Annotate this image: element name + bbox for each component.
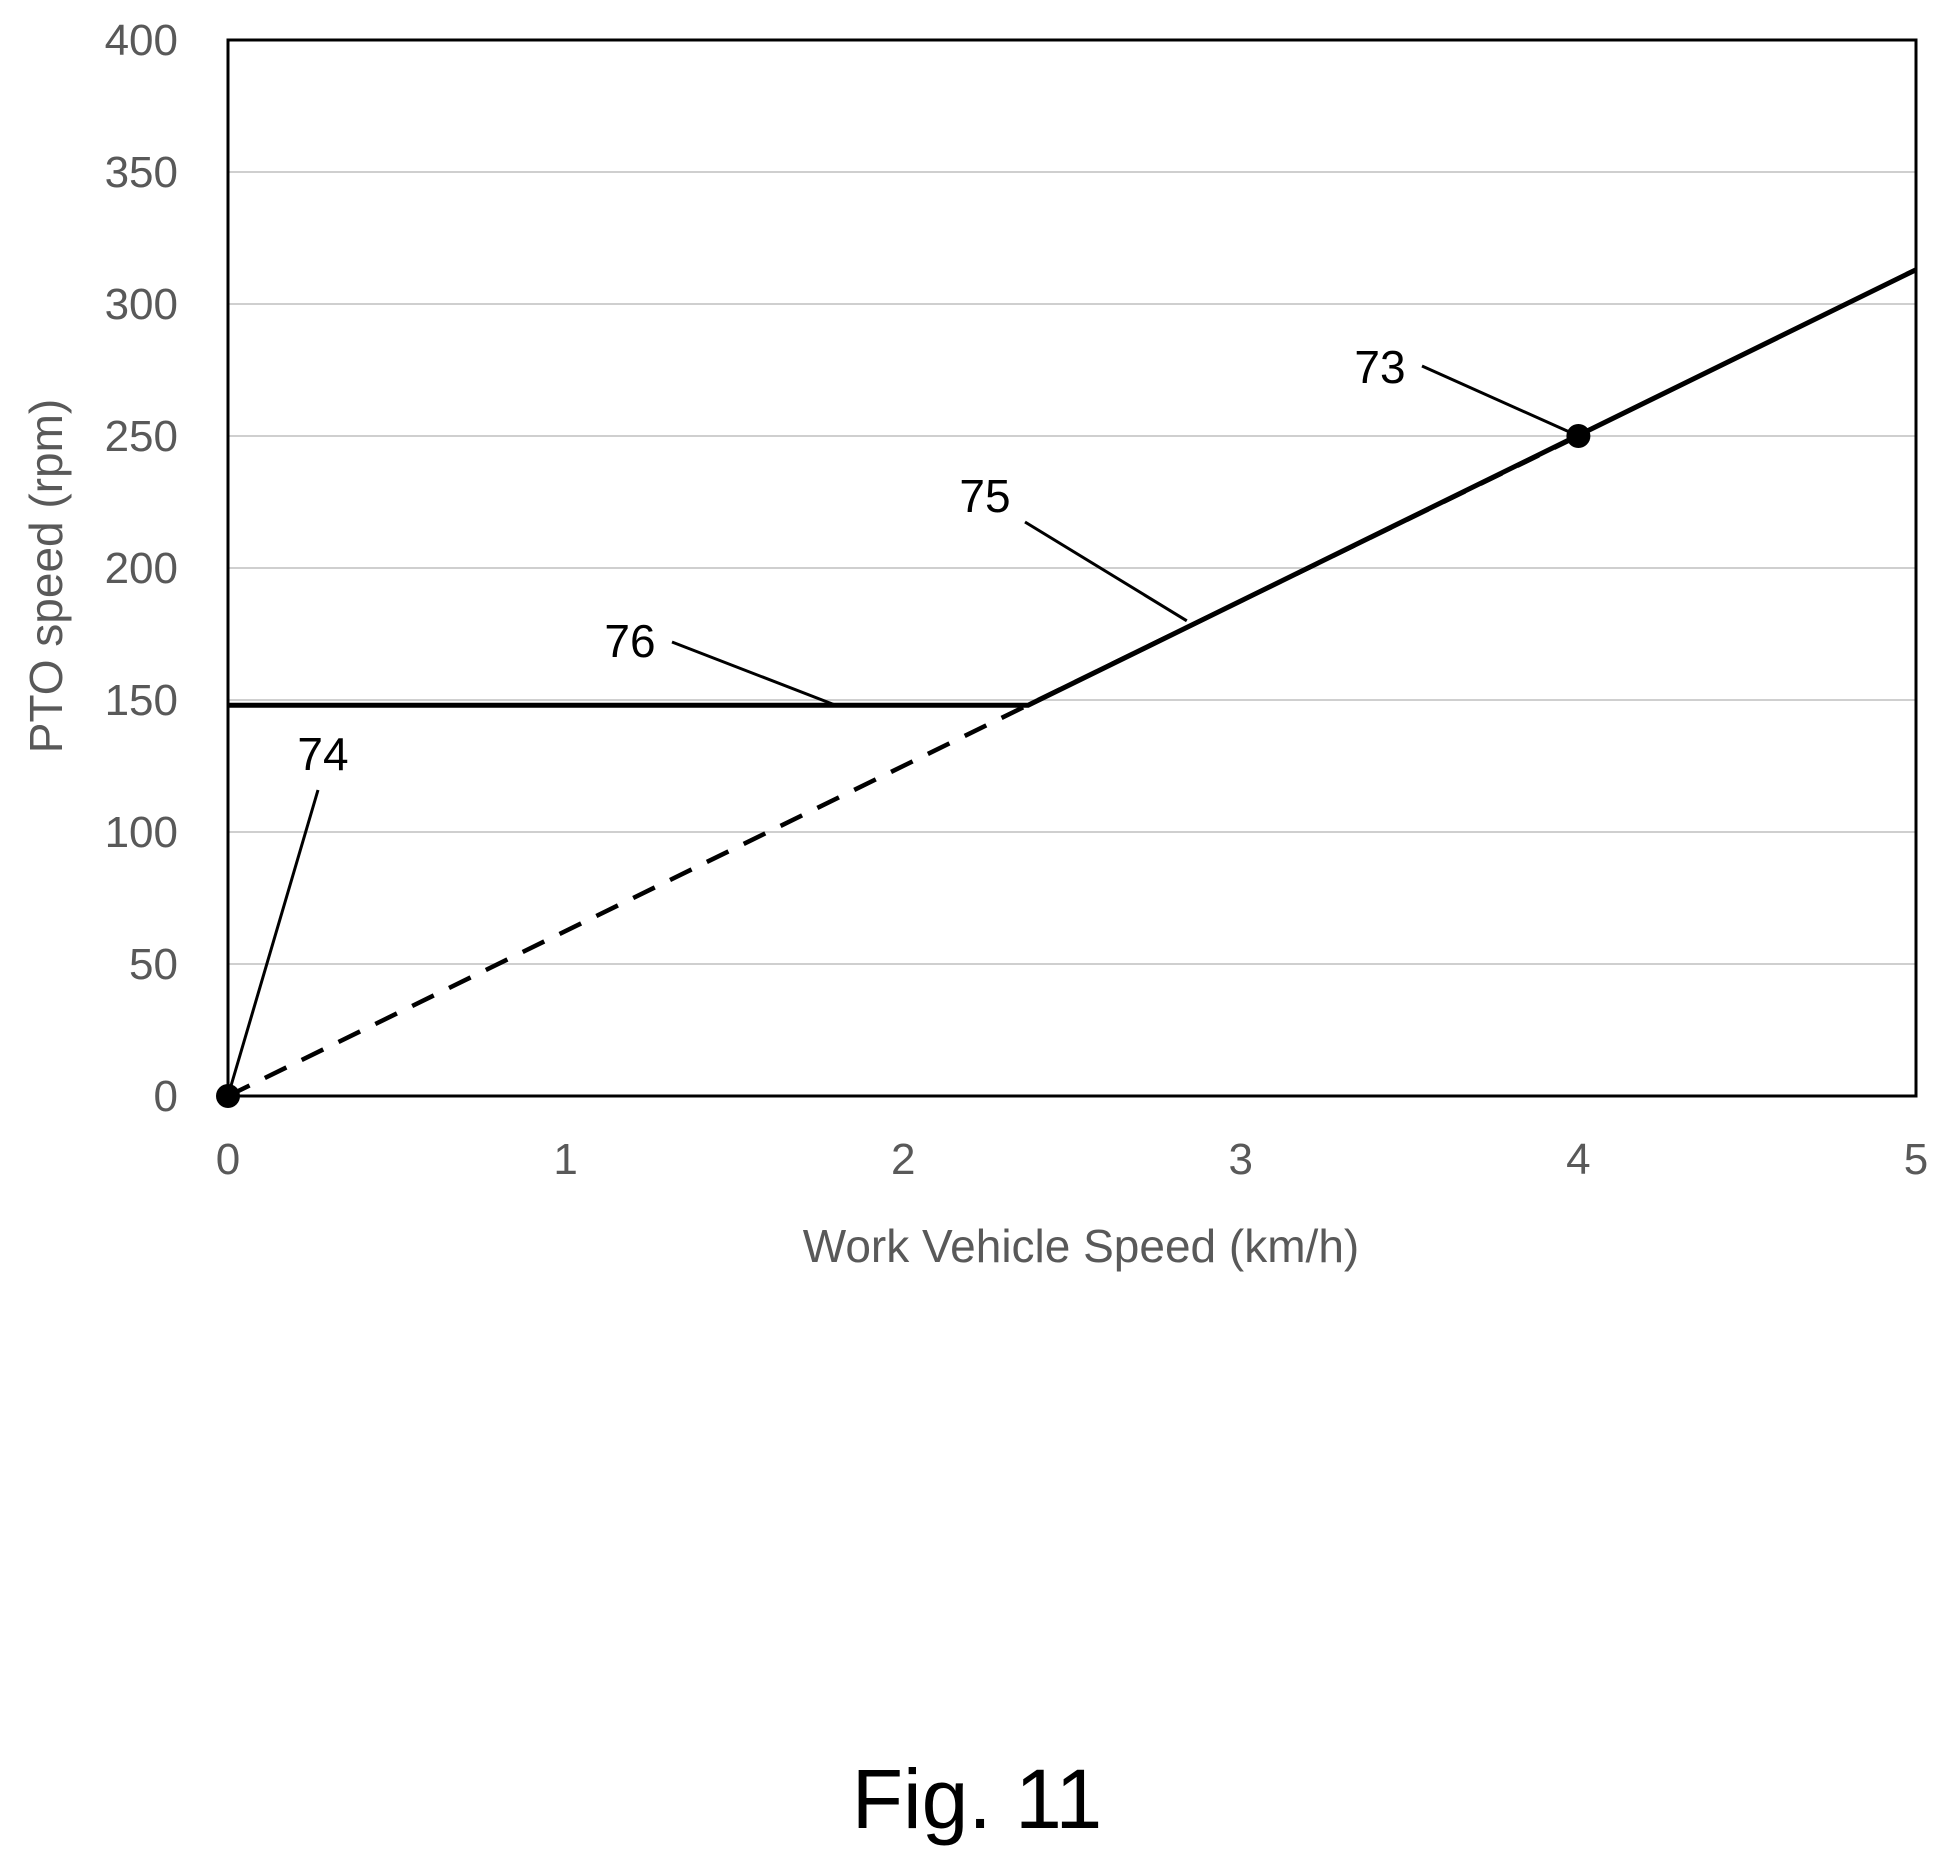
reference-label-76: 76 [604,615,655,667]
leader-line-73 [1421,364,1580,438]
x-tick-label-5: 5 [1904,1135,1928,1184]
series-line-solid [228,267,1918,708]
x-tick-label-4: 4 [1566,1135,1590,1184]
reference-label-75: 75 [959,470,1010,522]
reference-label-74: 74 [297,728,348,780]
y-tick-label-0: 0 [154,1072,178,1121]
annotation-layer: 73 74 75 76 [226,341,1580,1097]
x-tick-label-3: 3 [1229,1135,1253,1184]
y-tick-label-150: 150 [105,676,178,725]
tick-label-layer: 0 50 100 150 200 250 300 350 400 0 1 2 3 4 5 [105,16,1929,1184]
leader-line-76 [671,640,837,707]
x-tick-label-1: 1 [553,1135,577,1184]
y-tick-label-200: 200 [105,544,178,593]
plot-area-frame [226,38,1918,1098]
y-tick-label-300: 300 [105,280,178,329]
gridlines [228,171,1916,965]
series-layer [227,267,1918,1099]
x-tick-label-2: 2 [891,1135,915,1184]
y-tick-label-250: 250 [105,412,178,461]
y-tick-label-400: 400 [105,16,178,65]
y-tick-label-100: 100 [105,808,178,857]
leader-line-75 [1024,520,1188,623]
y-axis-title: PTO speed (rpm) [20,399,72,753]
figure-caption: Fig. 11 [852,1752,1103,1846]
y-tick-label-350: 350 [105,148,178,197]
y-tick-label-50: 50 [129,940,178,989]
reference-label-73: 73 [1354,341,1405,393]
leader-line-74 [226,789,320,1097]
series-line-dashed [227,433,1580,1099]
x-axis-title: Work Vehicle Speed (km/h) [803,1220,1360,1272]
x-tick-label-0: 0 [216,1135,240,1184]
